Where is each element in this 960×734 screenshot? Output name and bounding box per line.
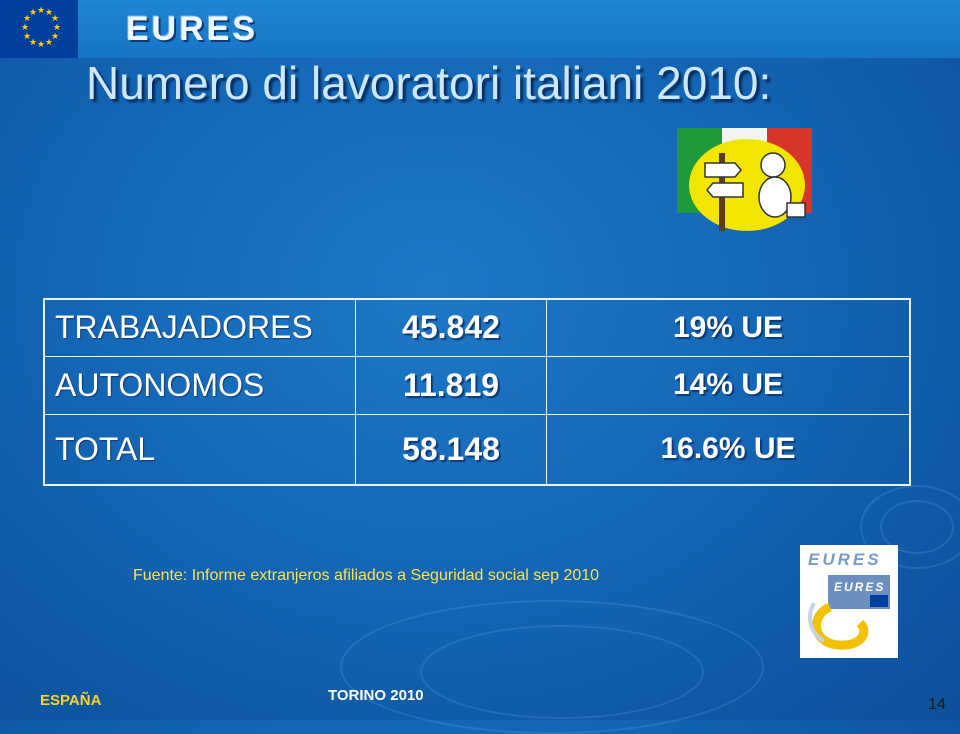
eures-logo: EURES <box>126 10 259 48</box>
ripple-decoration <box>420 625 704 719</box>
eures-badge-logo: EURES EURES <box>800 545 898 658</box>
svg-text:★: ★ <box>53 23 61 33</box>
header-bar: ★ ★ ★ ★ ★ ★ ★ ★ ★ ★ ★ ★ EURES <box>0 0 960 58</box>
ripple-decoration <box>860 485 960 569</box>
workers-table: TRABAJADORES 45.842 19% UE AUTONOMOS 11.… <box>43 298 911 486</box>
row-percent: 19% UE <box>546 298 911 357</box>
table-row: TRABAJADORES 45.842 19% UE <box>43 298 911 357</box>
svg-text:★: ★ <box>21 23 29 33</box>
slide-title: Numero di lavoratori italiani 2010: <box>86 57 772 109</box>
svg-text:★: ★ <box>29 38 37 48</box>
svg-text:★: ★ <box>23 32 31 42</box>
page-number: 14 <box>928 696 946 713</box>
row-value: 11.819 <box>355 355 547 415</box>
source-note: Fuente: Informe extranjeros afiliados a … <box>133 567 600 584</box>
svg-text:★: ★ <box>37 6 45 16</box>
badge-inner-text: EURES <box>834 580 885 594</box>
svg-text:?: ? <box>789 138 800 162</box>
eu-flag-icon: ★ ★ ★ ★ ★ ★ ★ ★ ★ ★ ★ ★ <box>0 0 78 58</box>
svg-text:★: ★ <box>45 8 53 18</box>
row-label: TRABAJADORES <box>43 298 356 357</box>
badge-top-text: EURES <box>808 550 882 569</box>
svg-text:★: ★ <box>51 32 59 42</box>
row-percent: 14% UE <box>546 355 911 415</box>
row-value: 45.842 <box>355 298 547 357</box>
row-percent: 16.6% UE <box>546 413 911 486</box>
table-row: TOTAL 58.148 16.6% UE <box>43 413 911 486</box>
svg-text:★: ★ <box>23 14 31 24</box>
table-row: AUTONOMOS 11.819 14% UE <box>43 355 911 415</box>
row-value: 58.148 <box>355 413 547 486</box>
italian-flag-traveler-illustration: ? <box>675 125 820 233</box>
footer-event: TORINO 2010 <box>328 687 424 704</box>
svg-text:★: ★ <box>45 38 53 48</box>
svg-text:★: ★ <box>51 14 59 24</box>
footer-country: ESPAÑA <box>40 692 102 709</box>
svg-text:★: ★ <box>29 8 37 18</box>
row-label: TOTAL <box>43 413 356 486</box>
svg-text:★: ★ <box>37 40 45 50</box>
row-label: AUTONOMOS <box>43 355 356 415</box>
